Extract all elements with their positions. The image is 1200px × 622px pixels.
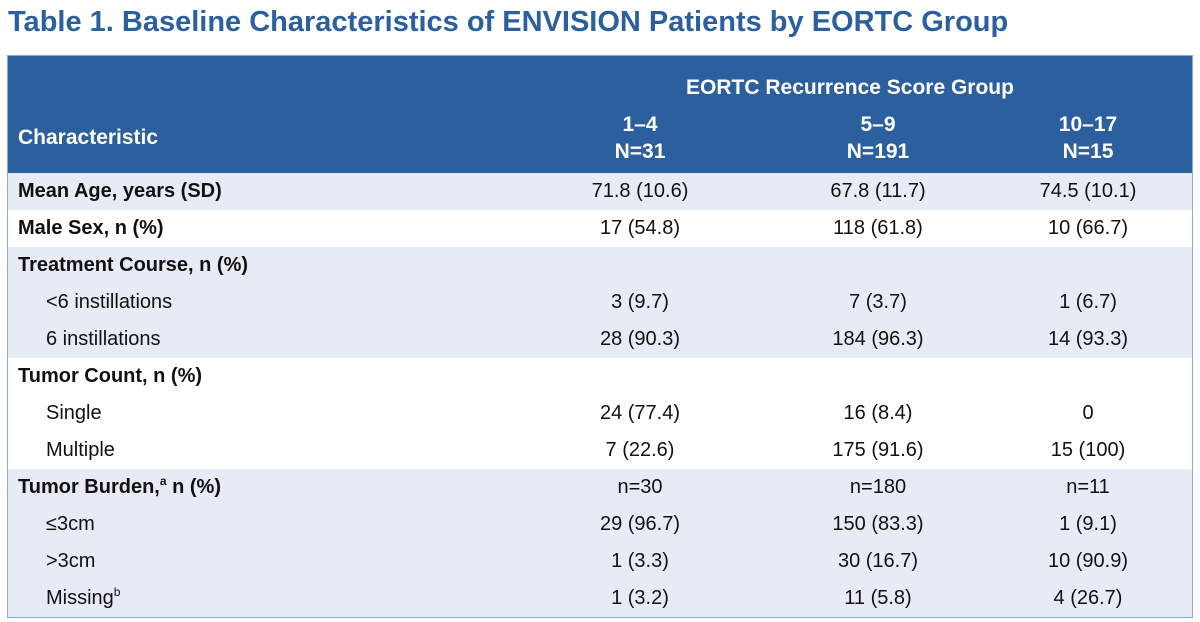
cell-value: 17 (54.8): [599, 217, 681, 239]
cell-value: 1 (3.3): [611, 550, 669, 572]
cell-value: 150 (83.3): [832, 513, 924, 535]
cell-value: 30 (16.7): [837, 550, 919, 572]
table-row: Multiple 7 (22.6) 175 (91.6) 15 (100): [8, 432, 1192, 469]
table-row: <6 instillations 3 (9.7) 7 (3.7) 1 (6.7): [8, 284, 1193, 321]
group-n: N=191: [846, 139, 910, 163]
group-range: 5–9: [860, 112, 896, 136]
row-label: Tumor Count, n (%): [18, 365, 203, 387]
cell-value: 10 (66.7): [1047, 217, 1129, 239]
row-label: 6 instillations: [46, 328, 161, 350]
header-group-row: EORTC Recurrence Score Group: [8, 56, 1193, 102]
table-row: Tumor Count, n (%): [8, 358, 1192, 395]
footnote-marker: b: [113, 585, 121, 599]
cell-value: 29 (96.7): [599, 513, 681, 535]
header-column-row: Characteristic 1–4 N=31 5–9 N=191 10–17 …: [8, 102, 1193, 173]
row-label: ≤3cm: [46, 513, 95, 535]
cell-value: 1 (6.7): [1059, 291, 1117, 313]
row-label: >3cm: [46, 550, 96, 572]
cell-value: 7 (22.6): [605, 439, 675, 461]
table-row: Treatment Course, n (%): [8, 247, 1193, 284]
row-label: Treatment Course, n (%): [18, 254, 249, 276]
group-header: EORTC Recurrence Score Group: [686, 76, 1014, 99]
row-label: <6 instillations: [46, 291, 173, 313]
row-label-text: Missing: [46, 587, 114, 609]
footnote-marker: a: [159, 474, 167, 488]
cell-value: 1 (9.1): [1059, 513, 1117, 535]
cell-value: 184 (96.3): [832, 328, 924, 350]
table-row: ≤3cm 29 (96.7) 150 (83.3) 1 (9.1): [8, 506, 1193, 543]
cell-value: [984, 358, 1192, 395]
cell-value: n=11: [1066, 476, 1110, 498]
group-column-header: 10–17 N=15: [984, 102, 1192, 173]
cell-value: 0: [1082, 402, 1094, 424]
cell-value: 118 (61.8): [833, 217, 923, 239]
group-range: 1–4: [622, 112, 658, 136]
cell-value: 16 (8.4): [843, 402, 913, 424]
cell-value: n=180: [849, 476, 907, 498]
cell-value: 7 (3.7): [849, 291, 907, 313]
table-row: Male Sex, n (%) 17 (54.8) 118 (61.8) 10 …: [8, 210, 1192, 247]
table-row: 6 instillations 28 (90.3) 184 (96.3) 14 …: [8, 321, 1193, 358]
cell-value: [508, 247, 772, 284]
baseline-table: EORTC Recurrence Score Group Characteris…: [7, 55, 1193, 618]
cell-value: [772, 358, 984, 395]
cell-value: n=30: [617, 476, 663, 498]
row-label-text: Tumor Burden,: [18, 476, 160, 498]
cell-value: [508, 358, 772, 395]
table-row: Single 24 (77.4) 16 (8.4) 0: [8, 395, 1192, 432]
table-row: >3cm 1 (3.3) 30 (16.7) 10 (90.9): [8, 543, 1193, 580]
cell-value: 74.5 (10.1): [1039, 180, 1137, 202]
cell-value: 175 (91.6): [832, 439, 924, 461]
group-n: N=31: [614, 139, 666, 163]
cell-value: 1 (3.2): [611, 587, 669, 609]
row-label: Missingb: [8, 580, 508, 617]
cell-value: 10 (90.9): [1047, 550, 1129, 572]
row-label: Multiple: [46, 439, 115, 461]
cell-value: 71.8 (10.6): [591, 180, 689, 202]
cell-value: 15 (100): [1050, 439, 1126, 461]
cell-value: 67.8 (11.7): [830, 180, 926, 202]
cell-value: 14 (93.3): [1047, 328, 1129, 350]
table-row: Missingb 1 (3.2) 11 (5.8) 4 (26.7): [8, 580, 1193, 617]
table-row: Mean Age, years (SD) 71.8 (10.6) 67.8 (1…: [8, 173, 1193, 210]
group-column-header: 1–4 N=31: [508, 102, 772, 173]
table-row: Tumor Burden,a n (%) n=30 n=180 n=11: [8, 469, 1193, 506]
table-title: Table 1. Baseline Characteristics of ENV…: [8, 6, 1009, 38]
cell-value: 3 (9.7): [611, 291, 669, 313]
cell-value: 4 (26.7): [1053, 587, 1123, 609]
row-label: Tumor Burden,a n (%): [8, 469, 508, 506]
cell-value: [984, 247, 1192, 284]
group-range: 10–17: [1058, 112, 1118, 136]
cell-value: 11 (5.8): [844, 587, 912, 609]
row-label: Single: [46, 402, 102, 424]
cell-value: 24 (77.4): [599, 402, 681, 424]
group-n: N=15: [1062, 139, 1114, 163]
row-label: Male Sex, n (%): [18, 217, 164, 239]
row-label: Mean Age, years (SD): [18, 180, 222, 202]
row-label-suffix: n (%): [166, 476, 221, 498]
cell-value: 28 (90.3): [599, 328, 681, 350]
group-column-header: 5–9 N=191: [772, 102, 984, 173]
characteristic-header: Characteristic: [18, 126, 159, 149]
cell-value: [772, 247, 984, 284]
